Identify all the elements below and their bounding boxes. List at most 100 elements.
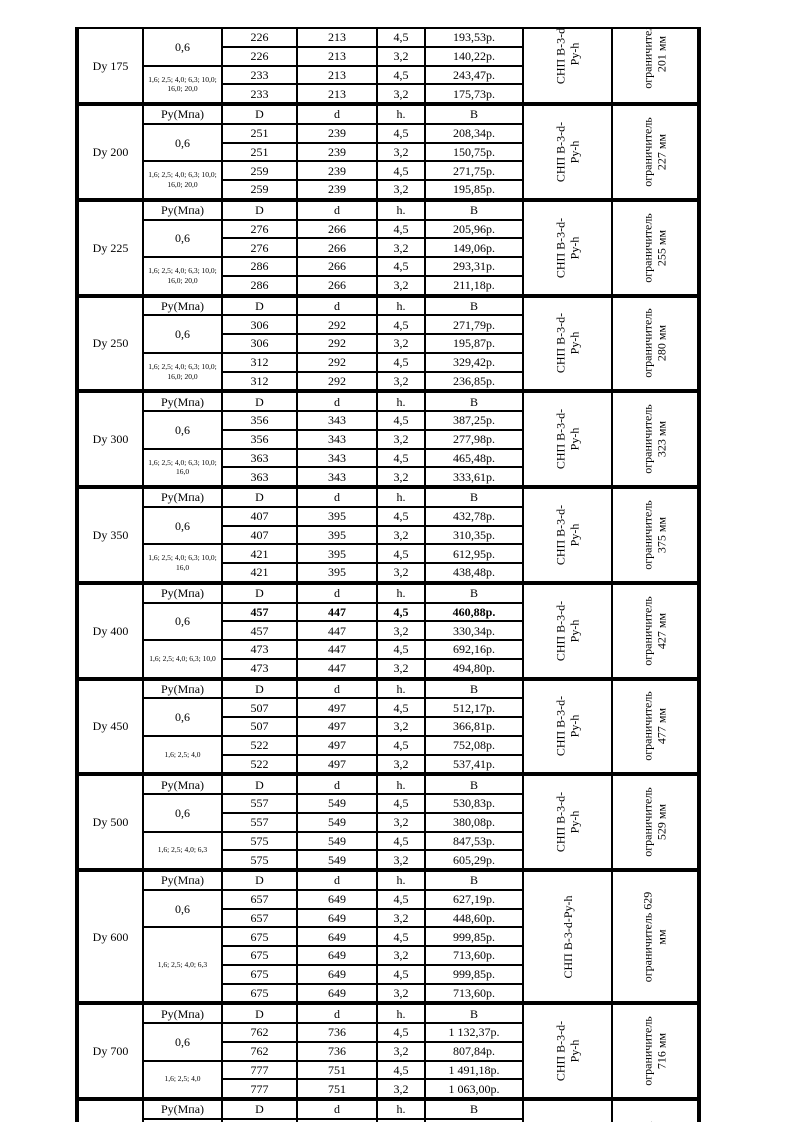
value-cell-D: 407 — [221, 524, 298, 546]
value-cell-h: 4,5 — [376, 351, 426, 373]
value-cell-D: 575 — [221, 830, 298, 852]
value-cell-d: 292 — [296, 314, 378, 335]
rotated-text-line: 201 мм — [655, 35, 669, 72]
price-cell: 605,29р. — [424, 849, 524, 871]
header-cell-B: В — [424, 1001, 524, 1024]
value-cell-d: 343 — [296, 428, 378, 450]
header-cell-py: Ру(Мпа) — [142, 676, 223, 700]
header-cell-D: D — [221, 485, 298, 508]
value-cell-h: 4,5 — [376, 505, 426, 527]
value-cell-D: 557 — [221, 793, 298, 814]
rotated-text: СНП В-3-d-Py-h — [553, 217, 582, 277]
rotated-text-wrap: СНП В-3-d-Py-h — [525, 30, 610, 102]
value-cell-d: 239 — [296, 122, 378, 144]
price-cell: 193,53р. — [424, 27, 524, 48]
value-cell-h: 3,2 — [376, 982, 426, 1005]
value-cell-h: 3,2 — [376, 428, 426, 450]
value-cell-h: 3,2 — [376, 849, 426, 871]
table-row: 312 292 3,2 236,85р. — [77, 370, 699, 393]
price-cell: 150,75р. — [424, 141, 524, 163]
rotated-text-line: СНП В-3-d- — [553, 504, 568, 566]
table-row: 251 239 3,2 150,75р. — [77, 141, 699, 163]
table-row: 233 213 3,2 175,73р. — [77, 83, 699, 105]
rotated-text-wrap: ограничитель 280 мм — [614, 299, 697, 389]
value-cell-D: 421 — [221, 562, 298, 584]
rotated-text-wrap: ограничитель 821мм — [614, 1103, 697, 1122]
header-cell-py: Ру(Мпа) — [142, 102, 223, 125]
rotated-text: СНП В-3-d-Py-h — [553, 409, 582, 469]
value-cell-D: 657 — [221, 888, 298, 910]
table-row: 0,6 407 395 4,5 432,78р. — [77, 505, 699, 546]
rotated-text: ограничитель 427 мм — [641, 596, 670, 666]
snp-designation-cell: СНП В-3-d-Py-h — [522, 197, 613, 297]
rotated-text: СНП В-3-d-Py-h — [553, 696, 582, 756]
table-row: 0,6 306 292 4,5 271,79р. — [77, 314, 699, 354]
value-cell-d: 497 — [296, 753, 378, 776]
header-cell-D: D — [221, 772, 298, 795]
rotated-text-line: СНП В-3-d- — [553, 313, 568, 374]
table-row: 657 649 3,2 448,60р. — [77, 907, 699, 929]
value-cell-h: 4,5 — [376, 888, 426, 910]
value-cell-d: 447 — [296, 620, 378, 641]
header-cell-h: h. — [376, 772, 426, 795]
value-cell-D: 457 — [221, 601, 298, 623]
limiter-cell: ограничитель 821мм — [611, 1096, 700, 1122]
value-cell-h: 4,5 — [376, 793, 426, 814]
value-cell-h: 4,5 — [376, 1059, 426, 1081]
value-cell-d: 395 — [296, 562, 378, 584]
rotated-text-wrap: СНП В-3-d-Py-h — [525, 682, 610, 772]
dy-cell: Dy 200 — [76, 102, 144, 201]
table-row: 0,6 276 266 4,5 205,96р. — [77, 218, 699, 258]
table-row: 306 292 3,2 195,87р. — [77, 333, 699, 354]
limiter-cell: ограничитель 477 мм — [611, 676, 700, 776]
value-cell-h: 3,2 — [376, 907, 426, 929]
limiter-cell: ограничитель 280 мм — [611, 293, 700, 393]
value-cell-D: 522 — [221, 734, 298, 756]
rotated-text-line: СНП В-3-d- — [553, 121, 568, 183]
value-cell-D: 286 — [221, 256, 298, 277]
rotated-text: ограничитель 255 мм — [641, 213, 670, 283]
value-cell-D: 575 — [221, 849, 298, 871]
table-row: 675 649 4,5 999,85р. — [77, 963, 699, 985]
price-cell: 387,25р. — [424, 410, 524, 431]
py-group-cell: 1,6; 2,5; 4,0 — [142, 1059, 223, 1100]
value-cell-d: 549 — [296, 830, 378, 852]
header-cell-B: В — [424, 1097, 524, 1120]
value-cell-d: 213 — [296, 64, 378, 86]
header-cell-h: h. — [376, 485, 426, 508]
rotated-text-line: СНП В-3-d- — [553, 600, 568, 661]
rotated-text-line: СНП В-3-d- — [553, 217, 568, 278]
value-cell-D: 312 — [221, 370, 298, 393]
value-cell-D: 276 — [221, 218, 298, 240]
header-cell-d: d — [296, 772, 378, 795]
price-cell: 195,85р. — [424, 179, 524, 201]
dy-cell: Dy 400 — [76, 580, 144, 680]
value-cell-d: 649 — [296, 982, 378, 1005]
table-row: 777 751 3,2 1 063,00р. — [77, 1078, 699, 1100]
rotated-text: ограничитель 323 мм — [641, 404, 670, 474]
py-group-cell: 0,6 — [142, 505, 223, 546]
rotated-text-wrap: ограничитель 323 мм — [614, 395, 697, 485]
py-group-cell: 0,6 — [142, 122, 223, 163]
rotated-text: ограничитель 716 мм — [641, 1016, 670, 1086]
py-group-cell: 1,6; 2,5; 4,0; 6,3; 10,0; 16,0 — [142, 543, 223, 584]
py-group-cell: 0,6 — [142, 601, 223, 641]
value-cell-D: 762 — [221, 1022, 298, 1043]
rotated-text-line: СНП В-3-d-Py-h — [560, 895, 575, 979]
price-cell: 211,18р. — [424, 274, 524, 297]
value-cell-d: 751 — [296, 1059, 378, 1081]
header-cell-d: d — [296, 868, 378, 891]
header-cell-h: h. — [376, 102, 426, 125]
value-cell-d: 213 — [296, 45, 378, 67]
rotated-text-wrap: ограничитель 629 мм — [614, 874, 697, 1001]
rotated-text-line: ограничитель — [640, 500, 655, 570]
value-cell-D: 363 — [221, 447, 298, 469]
table-row: 0,6 457 447 4,5 460,88р. — [77, 601, 699, 641]
rotated-text: ограничитель 529 мм — [641, 787, 670, 857]
header-cell-D: D — [221, 197, 298, 221]
price-cell: 329,42р. — [424, 351, 524, 373]
